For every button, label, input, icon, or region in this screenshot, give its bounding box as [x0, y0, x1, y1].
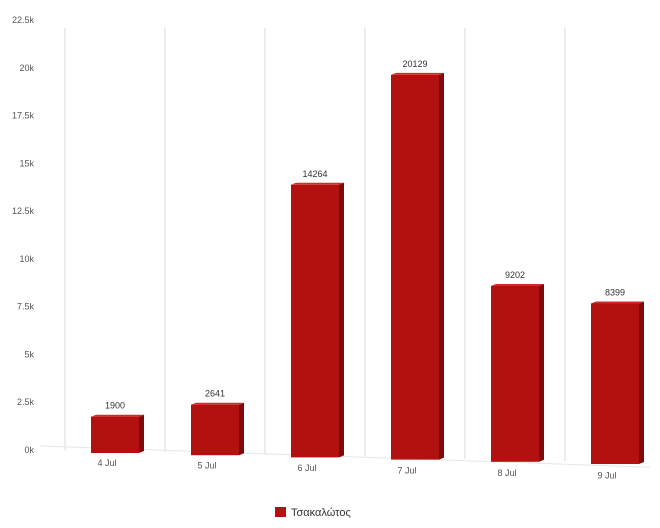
y-tick-label: 22.5k: [12, 15, 35, 25]
data-label: 20129: [402, 59, 427, 69]
y-tick-label: 2.5k: [17, 397, 35, 407]
x-axis: 4 Jul 5 Jul 6 Jul 7 Jul 8 Jul 9 Jul: [97, 458, 616, 481]
x-tick-label: 6 Jul: [297, 463, 316, 473]
bar-top: [91, 414, 144, 417]
y-tick-label: 0k: [24, 445, 34, 455]
bar-top: [491, 283, 544, 286]
bar-top: [591, 301, 644, 304]
data-label: 2641: [205, 389, 225, 399]
y-axis: 0k 2.5k 5k 7.5k 10k 12.5k 15k 17.5k 20k 22.5k: [12, 15, 35, 455]
x-tick-label: 8 Jul: [497, 468, 516, 478]
x-tick-label: 7 Jul: [397, 466, 416, 476]
y-tick-label: 15k: [19, 158, 34, 168]
bar-side: [339, 182, 344, 458]
y-tick-label: 10k: [19, 254, 34, 264]
legend[interactable]: Τσακαλώτος: [275, 507, 351, 519]
y-tick-label: 12.5k: [12, 206, 35, 216]
bar-side: [139, 414, 144, 453]
bar-side: [239, 402, 244, 456]
x-tick-label: 4 Jul: [97, 458, 116, 468]
bar-side: [439, 72, 444, 460]
bar[interactable]: [391, 74, 439, 460]
legend-swatch[interactable]: [275, 507, 286, 517]
data-label: 1900: [105, 401, 125, 411]
y-tick-label: 20k: [19, 63, 34, 73]
x-tick-label: 9 Jul: [597, 471, 616, 481]
bar[interactable]: [491, 285, 539, 462]
bar-top: [291, 182, 344, 185]
legend-label[interactable]: Τσακαλώτος: [291, 507, 351, 519]
y-tick-label: 5k: [24, 349, 34, 359]
bar-side: [539, 283, 544, 462]
bar[interactable]: [291, 184, 339, 458]
bar-top: [191, 402, 244, 405]
bar[interactable]: [191, 404, 239, 456]
bar[interactable]: [91, 416, 139, 453]
data-label: 9202: [505, 270, 525, 280]
y-tick-label: 17.5k: [12, 111, 35, 121]
bar[interactable]: [591, 303, 639, 464]
y-tick-label: 7.5k: [17, 302, 35, 312]
bars: 1900 2641 14264 20129 9202 8399: [91, 59, 644, 464]
x-tick-label: 5 Jul: [197, 461, 216, 471]
data-label: 8399: [605, 287, 625, 297]
bar-top: [391, 72, 444, 75]
data-label: 14264: [302, 169, 327, 179]
bar-side: [639, 301, 644, 464]
grid-lines: [39, 28, 651, 468]
